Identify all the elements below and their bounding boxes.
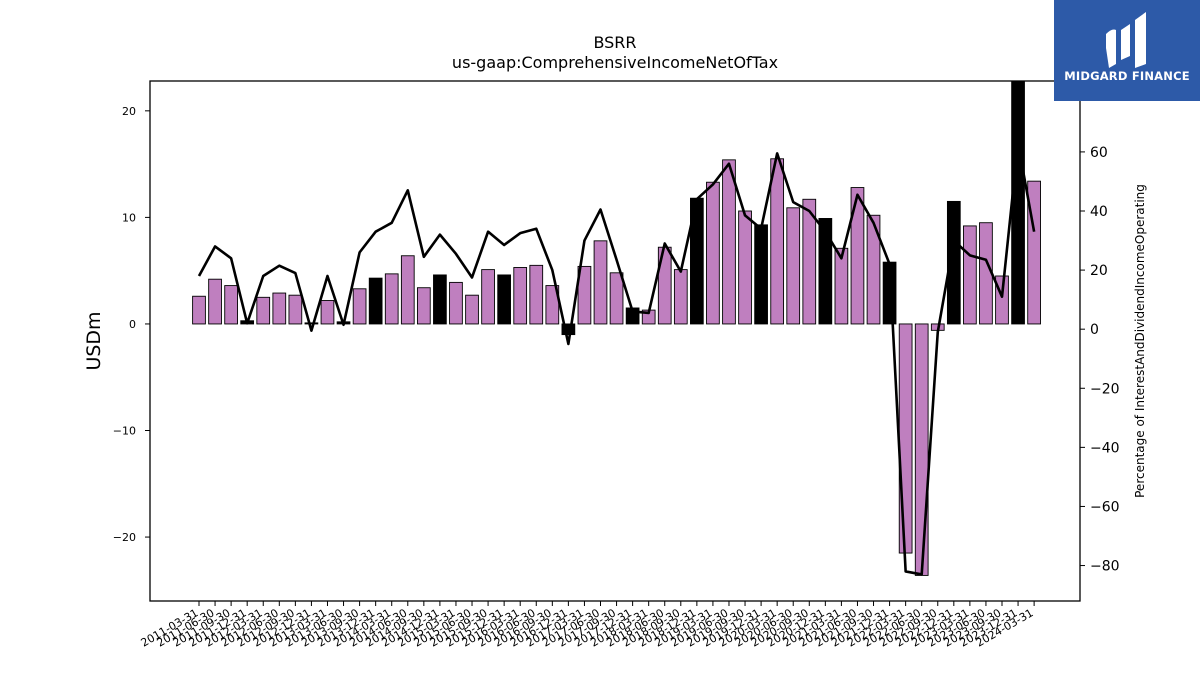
- bar-2021-03-31: [834, 247, 849, 325]
- bar-2023-12-31: [1011, 80, 1025, 325]
- bar-2012-12-31: [304, 322, 319, 325]
- bar-2011-03-31: [192, 295, 206, 325]
- bar-2021-06-30: [850, 187, 865, 325]
- plot-frame: [149, 80, 1081, 602]
- chart-title: BSRR: [593, 33, 636, 52]
- bar-2011-06-30: [208, 278, 222, 325]
- bar-2012-09-30: [288, 294, 303, 325]
- bar-2022-03-31: [898, 323, 913, 554]
- y2-tick-label: 40: [1090, 204, 1108, 220]
- bar-layer: [192, 80, 1041, 576]
- logo-text: MIDGARD FINANCE: [1064, 69, 1190, 83]
- bar-2017-06-30: [593, 240, 608, 325]
- y2-tick-label: −60: [1090, 499, 1120, 515]
- y-tick-label: −10: [113, 425, 136, 438]
- bar-2014-09-30: [416, 287, 431, 325]
- left-axis: −20 −10 0 10 20: [113, 105, 150, 544]
- logo: MIDGARD FINANCE: [1054, 0, 1200, 101]
- bar-2020-09-30: [802, 198, 817, 325]
- bar-2011-09-30: [224, 285, 238, 325]
- bar-2021-09-30: [866, 214, 881, 325]
- y-tick-label: 10: [122, 211, 136, 224]
- bar-2016-03-31: [513, 267, 528, 325]
- x-axis: 2011-03-312011-06-302011-09-302011-12-31…: [139, 601, 1036, 650]
- y2-tick-label: 20: [1090, 263, 1108, 279]
- bar-2020-06-30: [786, 207, 801, 325]
- bar-2022-12-31: [946, 200, 961, 325]
- bar-2020-12-31: [818, 218, 833, 325]
- bar-2014-12-31: [433, 274, 447, 325]
- y-tick-label: −20: [113, 531, 136, 544]
- right-axis: −80 −60 −40 −20 0 20 40 60: [1080, 145, 1120, 575]
- bar-2015-12-31: [497, 274, 511, 325]
- bar-2018-09-30: [673, 269, 688, 325]
- y2-axis-label: Percentage of InterestAndDividendIncomeO…: [1133, 184, 1147, 498]
- y2-tick-label: 60: [1090, 145, 1108, 161]
- bar-2023-03-31: [963, 225, 977, 325]
- y2-tick-label: −40: [1090, 440, 1120, 456]
- y-axis-label: USDm: [83, 311, 105, 370]
- bar-2023-06-30: [979, 222, 993, 325]
- percentage-line: [197, 141, 1036, 576]
- bar-2017-09-30: [609, 272, 624, 325]
- bar-2019-12-31: [754, 224, 768, 325]
- bar-2014-03-31: [384, 273, 399, 325]
- bar-2019-09-30: [738, 210, 752, 325]
- bar-2019-03-31: [706, 181, 720, 325]
- chart-subtitle: us-gaap:ComprehensiveIncomeNetOfTax: [452, 53, 778, 72]
- y-tick-label: 0: [129, 318, 136, 331]
- bar-2022-06-30: [914, 323, 929, 576]
- bar-2013-03-31: [320, 300, 335, 325]
- y2-tick-label: −80: [1090, 559, 1120, 575]
- bar-2015-06-30: [465, 294, 479, 325]
- bar-2012-03-31: [256, 296, 271, 325]
- bar-2020-03-31: [770, 158, 785, 325]
- y2-tick-label: −20: [1090, 381, 1120, 397]
- bar-2016-12-31: [561, 323, 576, 336]
- midgard-logo-icon: [1106, 12, 1146, 68]
- y-tick-label: 20: [122, 105, 136, 118]
- bar-2017-03-31: [577, 265, 592, 325]
- bar-2013-12-31: [368, 277, 383, 325]
- bar-2015-09-30: [481, 269, 495, 325]
- y2-tick-label: 0: [1090, 322, 1099, 338]
- bar-2013-09-30: [352, 288, 367, 325]
- bar-2014-06-30: [400, 255, 415, 325]
- bar-2015-03-31: [449, 281, 463, 325]
- bar-2016-06-30: [529, 264, 544, 325]
- line-layer: [197, 141, 1036, 576]
- bar-2019-06-30: [722, 159, 736, 325]
- bar-2012-06-30: [272, 292, 287, 325]
